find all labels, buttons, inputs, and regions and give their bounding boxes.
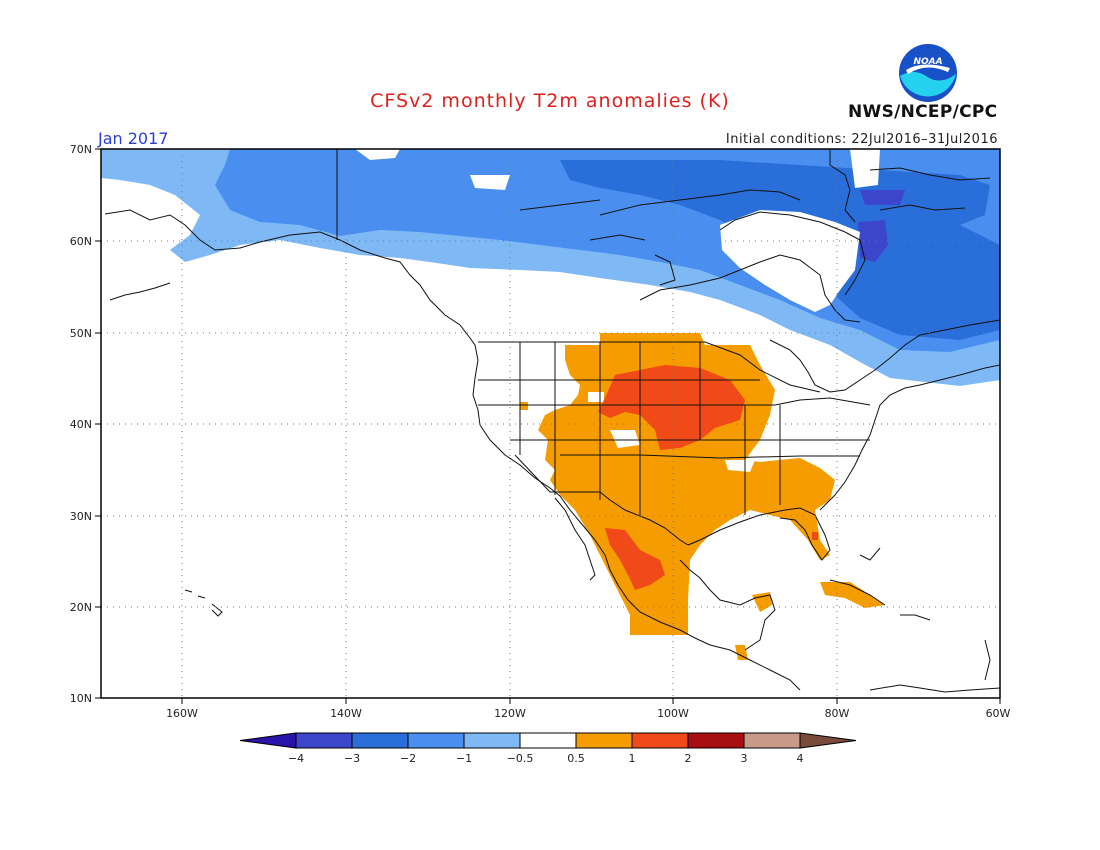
anomaly-region-red-mexico <box>605 528 665 590</box>
colorbar-arrow-left <box>239 732 297 749</box>
colorbar-segment <box>687 732 745 749</box>
neutral-hole-3 <box>588 392 604 402</box>
lat-label: 50N <box>70 327 92 340</box>
anomaly-region-red <box>598 365 745 450</box>
neutral-hole-2 <box>725 460 755 472</box>
colorbar-label: 2 <box>685 752 692 765</box>
colorbar-label: 0.5 <box>567 752 585 765</box>
lon-label: 60W <box>986 707 1011 720</box>
colorbar-label: −3 <box>344 752 360 765</box>
colorbar-segment <box>631 732 689 749</box>
colorbar-segment <box>519 732 577 749</box>
colorbar-label: −2 <box>400 752 416 765</box>
colorbar-label: 4 <box>797 752 804 765</box>
colorbar-segment <box>743 732 801 749</box>
colorbar: −4 −3 −2 −1 −0.5 0.5 1 2 3 4 <box>239 732 857 765</box>
lon-label: 160W <box>166 707 198 720</box>
colorbar-segment <box>463 732 521 749</box>
map-title: CFSv2 monthly T2m anomalies (K) <box>370 90 730 112</box>
lat-label: 60N <box>70 235 92 248</box>
colorbar-arrow-right <box>799 732 857 749</box>
logo-text: NOAA <box>913 57 942 67</box>
axis-ticks <box>95 148 1001 704</box>
lat-label: 10N <box>70 692 92 705</box>
lat-label: 20N <box>70 601 92 614</box>
anomaly-region-orange-cam <box>735 645 748 660</box>
latitude-labels: 70N 60N 50N 40N 30N 20N 10N <box>70 143 92 705</box>
lat-label: 30N <box>70 510 92 523</box>
colorbar-segment <box>407 732 465 749</box>
agency-label: NWS/NCEP/CPC <box>848 102 998 122</box>
anomaly-region-orange-small <box>520 402 528 410</box>
lon-label: 120W <box>494 707 526 720</box>
initial-conditions: Initial conditions: 22Jul2016–31Jul2016 <box>725 132 998 147</box>
neutral-region-north-3 <box>850 149 880 188</box>
political-borders <box>336 149 871 546</box>
colorbar-label: −1 <box>456 752 472 765</box>
lon-label: 140W <box>330 707 362 720</box>
coastlines <box>104 150 1000 693</box>
lat-label: 70N <box>70 143 92 156</box>
colorbar-label: 3 <box>741 752 748 765</box>
colorbar-label: −0.5 <box>507 752 534 765</box>
colorbar-segment <box>295 732 353 749</box>
anomaly-region-red-florida <box>812 532 818 540</box>
lon-label: 80W <box>825 707 850 720</box>
neutral-region-hudson <box>720 210 860 312</box>
forecast-period: Jan 2017 <box>98 129 169 148</box>
colorbar-segment <box>575 732 633 749</box>
anomaly-region-darkest-blue <box>858 220 888 262</box>
lat-label: 40N <box>70 418 92 431</box>
neutral-region-north <box>355 149 400 160</box>
lon-label: 100W <box>657 707 689 720</box>
anomaly-region-darkest-blue-2 <box>860 190 905 205</box>
anomaly-region-orange-cuba <box>820 582 885 608</box>
colorbar-segment <box>351 732 409 749</box>
colorbar-label: 1 <box>629 752 636 765</box>
neutral-region-north-2 <box>470 175 510 190</box>
colorbar-label: −4 <box>288 752 304 765</box>
noaa-logo-icon: NOAA <box>899 44 957 102</box>
longitude-labels: 160W 140W 120W 100W 80W 60W <box>166 707 1010 720</box>
neutral-hole-1 <box>610 430 640 448</box>
